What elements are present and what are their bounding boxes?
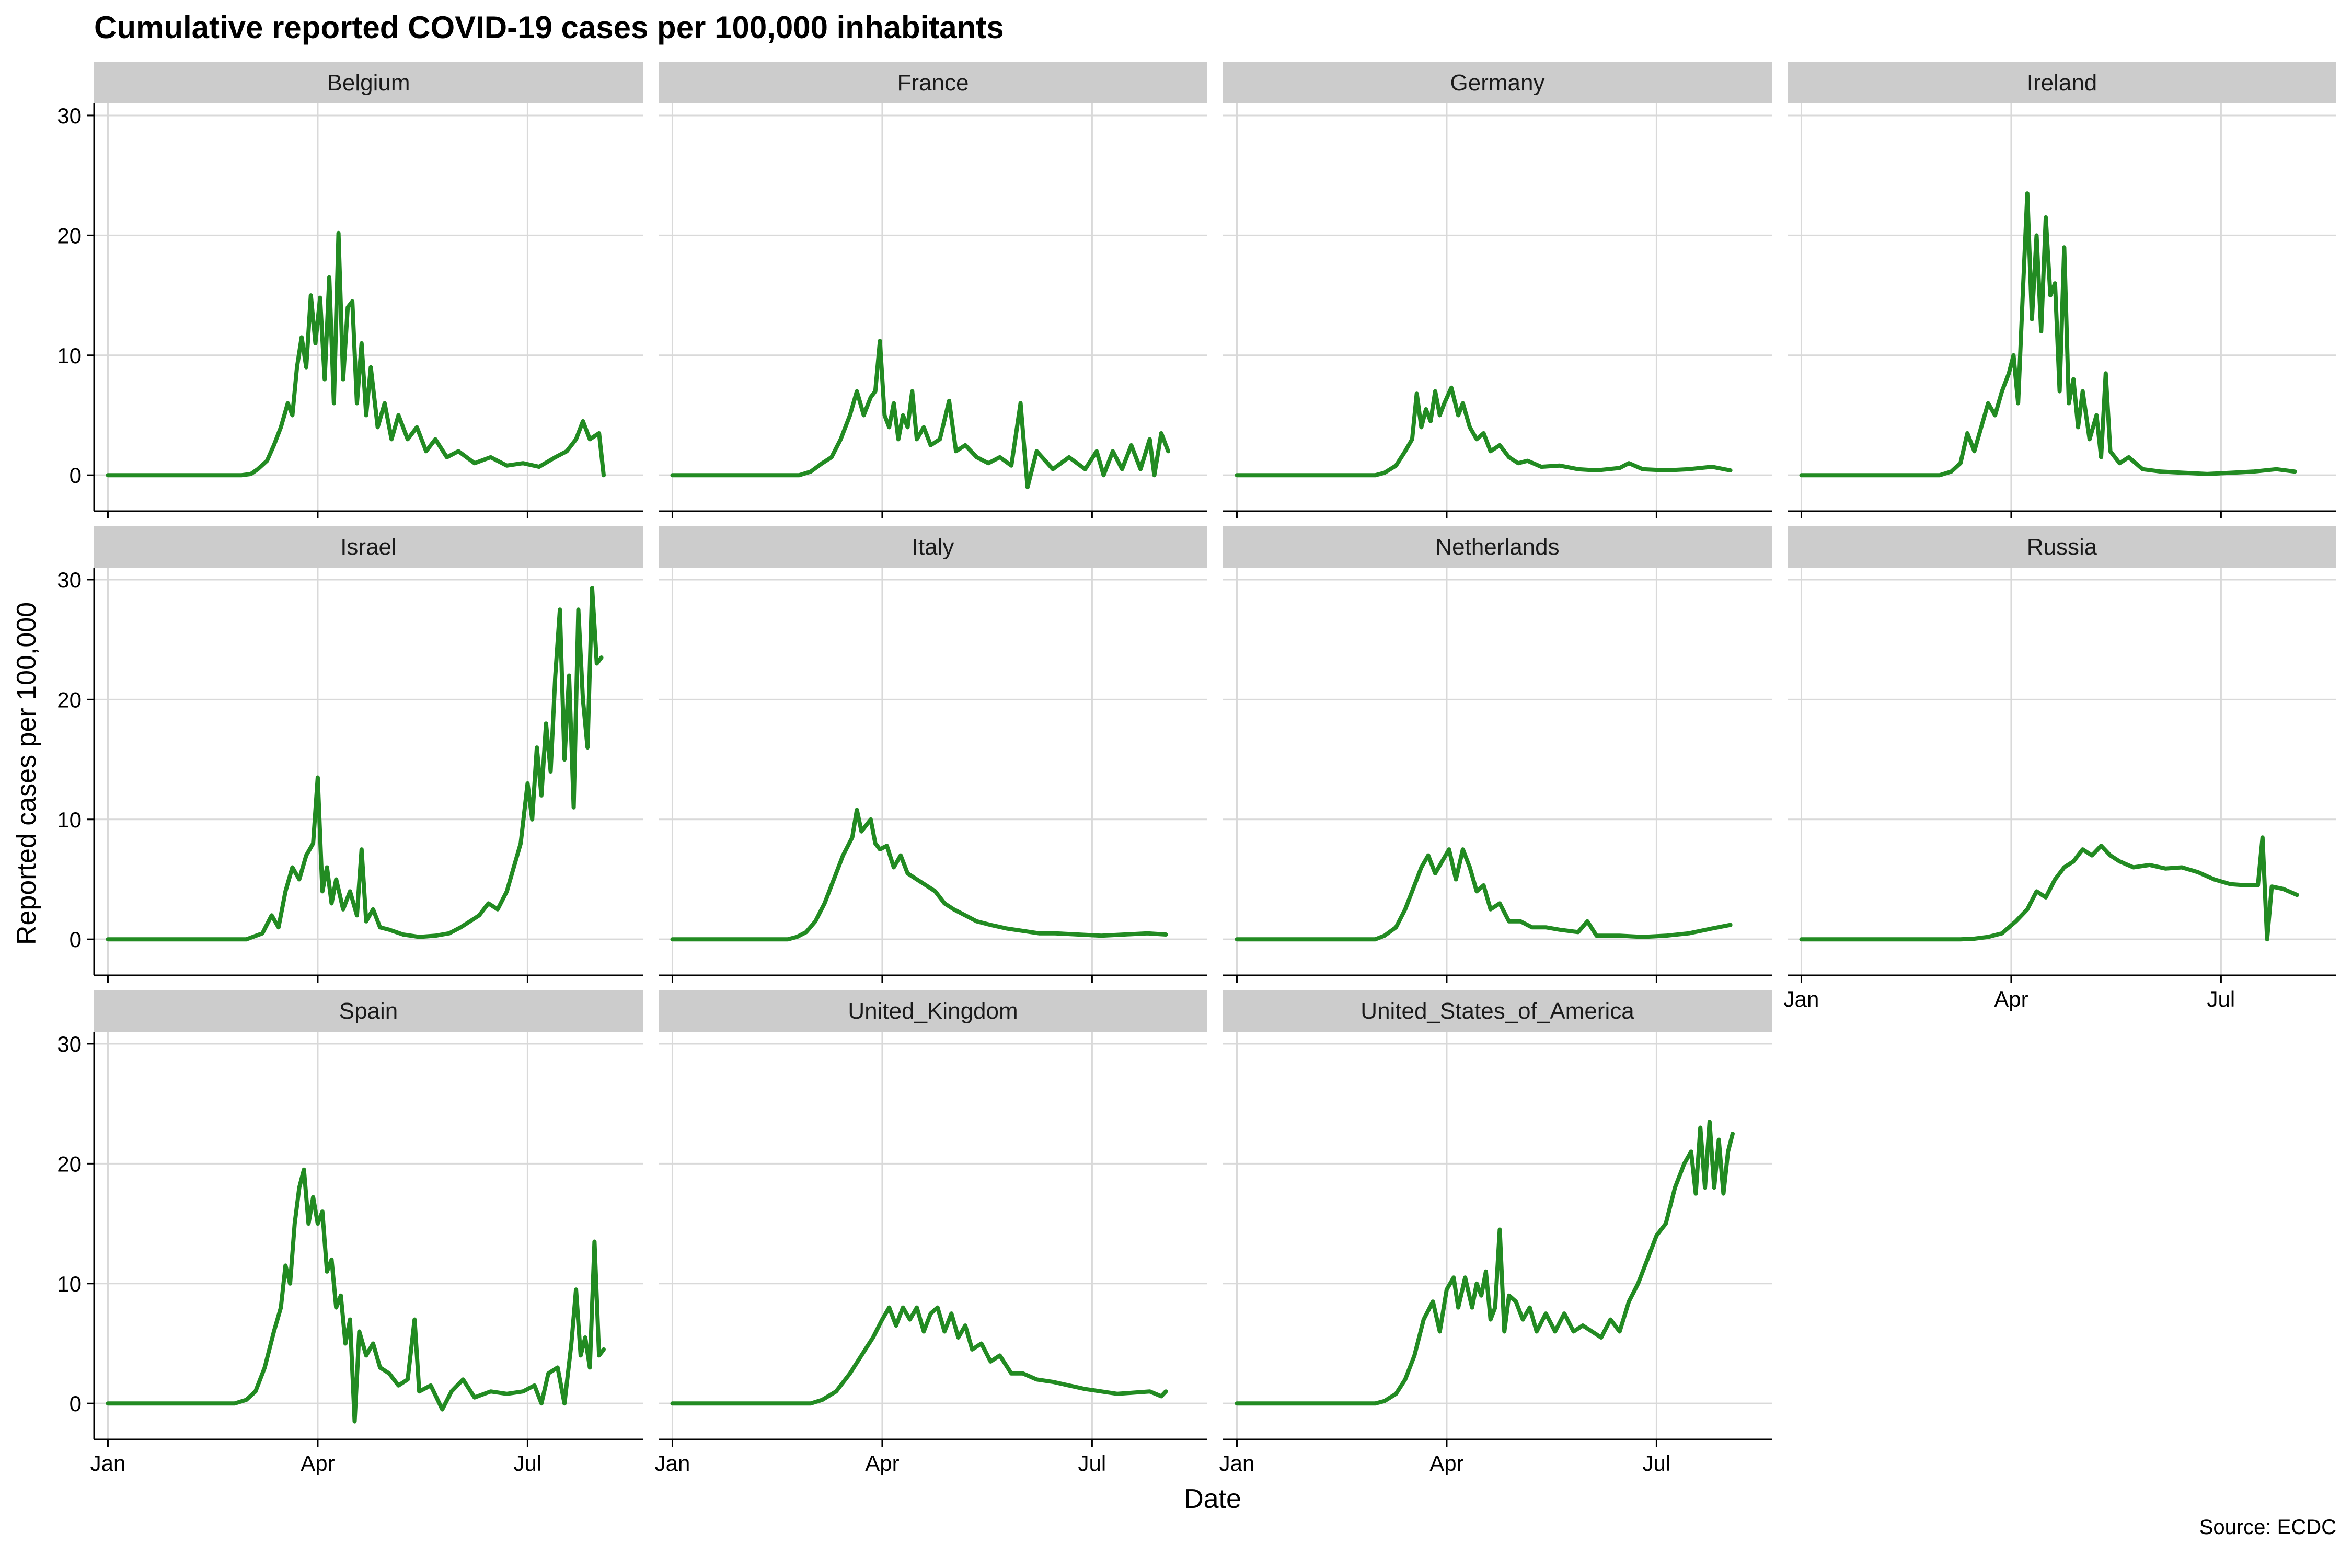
y-axis-title: Reported cases per 100,000: [11, 602, 42, 945]
facet-panel-israel: Israel 0 10 20 30: [57, 526, 643, 983]
series-line: [106, 586, 604, 942]
facet-strip: [1223, 526, 1772, 568]
x-tick-label: Jan: [1219, 1451, 1255, 1475]
facet-strip: [1223, 990, 1772, 1032]
facet-label: Ireland: [2027, 70, 2097, 96]
x-tick-label: Jul: [1643, 1451, 1671, 1475]
x-tick-label: Jan: [1784, 987, 1819, 1011]
y-tick-label: 0: [70, 927, 82, 952]
facet-label: United_Kingdom: [848, 998, 1018, 1024]
facet-panel-russia: Russia Jan Apr Jul: [1784, 526, 2336, 1011]
source-note: Source: ECDC: [2199, 1516, 2336, 1539]
series-line: [1235, 847, 1733, 942]
x-tick-label: Apr: [1994, 987, 2028, 1011]
facet-panel-spain: Spain 0 10 20 30 Jan Apr Jul: [57, 990, 643, 1475]
x-axis-title: Date: [1184, 1484, 1241, 1514]
y-tick-label: 30: [57, 568, 82, 592]
series-line: [1799, 191, 2297, 478]
y-tick-label: 0: [70, 1391, 82, 1416]
facet-label: Russia: [2027, 534, 2097, 560]
facet-label: Germany: [1450, 70, 1545, 96]
y-tick-label: 10: [57, 1272, 82, 1296]
facet-strip: [659, 526, 1207, 568]
x-tick-label: Jan: [655, 1451, 690, 1475]
y-tick-label: 20: [57, 687, 82, 712]
series-line: [106, 230, 606, 478]
x-tick-label: Jul: [2207, 987, 2235, 1011]
facet-label: Belgium: [327, 70, 410, 96]
y-tick-label: 0: [70, 463, 82, 488]
facet-label: United_States_of_America: [1361, 998, 1634, 1024]
y-tick-label: 20: [57, 223, 82, 248]
chart-title: Cumulative reported COVID-19 cases per 1…: [94, 10, 1004, 45]
series-line: [1799, 835, 2299, 942]
series-line: [670, 339, 1170, 490]
facet-panel-italy: Italy: [659, 526, 1207, 983]
facet-panel-france: France: [659, 62, 1207, 518]
y-tick-label: 10: [57, 343, 82, 368]
facet-strip: [94, 526, 643, 568]
y-tick-label: 10: [57, 808, 82, 832]
facet-panel-united-kingdom: United_Kingdom Jan Apr Jul: [655, 990, 1207, 1475]
facet-panel-germany: Germany: [1223, 62, 1772, 518]
series-line: [670, 1305, 1168, 1406]
series-line: [1235, 1120, 1735, 1406]
facet-strip: [659, 990, 1207, 1032]
y-tick-label: 30: [57, 1032, 82, 1056]
x-tick-label: Jan: [90, 1451, 126, 1475]
facet-panel-ireland: Ireland: [1788, 62, 2336, 518]
facet-label: Israel: [340, 534, 397, 560]
x-tick-label: Apr: [865, 1451, 899, 1475]
facet-label: France: [897, 70, 969, 96]
x-tick-label: Jul: [1078, 1451, 1106, 1475]
facet-label: Netherlands: [1435, 534, 1559, 560]
facet-label: Italy: [912, 534, 954, 560]
facet-strip: [1788, 62, 2336, 103]
series-line: [670, 808, 1168, 942]
facet-strip: [659, 62, 1207, 103]
panels-layer: Belgium 0 10 20 30 France Germany Ireland Israel…: [57, 62, 2336, 1475]
series-line: [1235, 385, 1733, 478]
facet-strip: [94, 990, 643, 1032]
facet-panel-belgium: Belgium 0 10 20 30: [57, 62, 643, 518]
y-tick-label: 30: [57, 103, 82, 128]
facet-strip: [1788, 526, 2336, 568]
x-tick-label: Apr: [1429, 1451, 1463, 1475]
y-tick-label: 20: [57, 1151, 82, 1176]
facet-strip: [94, 62, 643, 103]
x-tick-label: Jul: [514, 1451, 542, 1475]
facet-panel-netherlands: Netherlands: [1223, 526, 1772, 983]
facet-panel-united-states-of-america: United_States_of_America Jan Apr Jul: [1219, 990, 1772, 1475]
facet-label: Spain: [339, 998, 398, 1024]
facet-strip: [1223, 62, 1772, 103]
x-tick-label: Apr: [301, 1451, 335, 1475]
series-line: [106, 1167, 606, 1424]
